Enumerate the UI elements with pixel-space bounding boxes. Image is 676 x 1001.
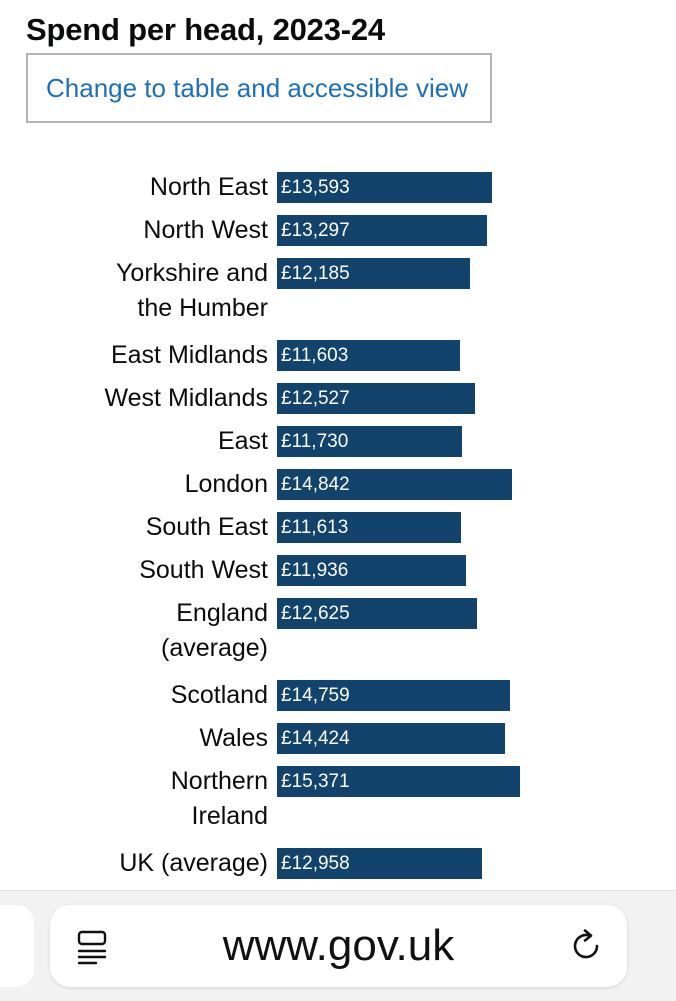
browser-toolbar: www.gov.uk: [0, 890, 676, 1001]
category-label-line: Ireland: [191, 802, 268, 830]
bar: [277, 512, 461, 543]
bar-chart: North East £13,593 North West £13,297 Yorksh…: [18, 170, 520, 881]
category-label-line: South West: [139, 556, 268, 584]
bar: [277, 598, 477, 629]
address-bar[interactable]: www.gov.uk: [50, 905, 627, 987]
bar: [277, 766, 520, 797]
bar-value-label: £13,297: [281, 220, 350, 241]
category-label-line: West Midlands: [104, 384, 269, 412]
bar: [277, 848, 482, 879]
category-label: North East: [18, 170, 268, 205]
bar-value-label: £12,625: [281, 603, 350, 624]
category-label: UK (average): [18, 846, 268, 881]
category-label-line: England: [176, 599, 268, 627]
page-title: Spend per head, 2023-24: [26, 12, 385, 47]
category-label-line: Yorkshire and: [116, 259, 268, 287]
table-view-button[interactable]: Change to table and accessible view: [26, 53, 492, 123]
category-label: West Midlands: [18, 381, 269, 416]
reader-mode-icon[interactable]: [76, 929, 110, 970]
table-view-button-label: Change to table and accessible view: [46, 72, 469, 103]
bar: [277, 680, 510, 711]
bar-value-label: £14,842: [281, 474, 350, 495]
bar-value-label: £11,936: [281, 560, 349, 581]
bar: [277, 258, 470, 289]
bar: [277, 215, 487, 246]
category-label: Northern Ireland: [18, 764, 268, 834]
bar: [277, 172, 492, 203]
bar-value-label: £15,371: [281, 771, 350, 792]
bar-value-label: £11,730: [281, 431, 349, 452]
bar-value-label: £12,958: [281, 853, 350, 874]
category-label-line: the Humber: [137, 294, 268, 322]
category-label: East Midlands: [18, 338, 268, 373]
category-label-line: (average): [161, 634, 268, 662]
category-label-line: South East: [145, 513, 268, 541]
bar: [277, 383, 475, 414]
bar: [277, 555, 466, 586]
category-label-line: Northern: [170, 767, 268, 795]
bar-value-label: £14,424: [281, 728, 350, 749]
category-label-line: East: [217, 427, 268, 455]
category-label: England (average): [18, 596, 268, 666]
bar-value-label: £13,593: [281, 177, 350, 198]
previous-tab[interactable]: [0, 905, 34, 987]
category-label-line: Scotland: [170, 681, 268, 709]
category-label: North West: [18, 213, 268, 248]
bar-value-label: £11,613: [281, 517, 349, 538]
bar: [277, 723, 505, 754]
url-text: www.gov.uk: [222, 921, 455, 970]
bar-value-label: £12,185: [281, 263, 350, 284]
category-label-line: Wales: [199, 724, 268, 752]
category-label: Wales: [18, 721, 268, 756]
category-label-line: North West: [143, 216, 268, 244]
category-label: Yorkshire and the Humber: [18, 256, 268, 326]
category-label: Scotland: [18, 678, 268, 713]
reload-icon[interactable]: [567, 927, 605, 970]
bar: [277, 340, 460, 371]
category-label-line: London: [184, 470, 268, 498]
category-label: East: [18, 424, 268, 459]
bar: [277, 469, 512, 500]
bar: [277, 426, 462, 457]
bar-value-label: £14,759: [281, 685, 350, 706]
category-label-line: East Midlands: [110, 341, 268, 369]
bar-value-label: £12,527: [281, 388, 350, 409]
bar-value-label: £11,603: [281, 345, 349, 366]
category-label: London: [18, 467, 268, 502]
category-label: South West: [18, 553, 268, 588]
category-label-line: UK (average): [119, 849, 268, 877]
category-label-line: North East: [149, 173, 268, 201]
category-label: South East: [18, 510, 268, 545]
